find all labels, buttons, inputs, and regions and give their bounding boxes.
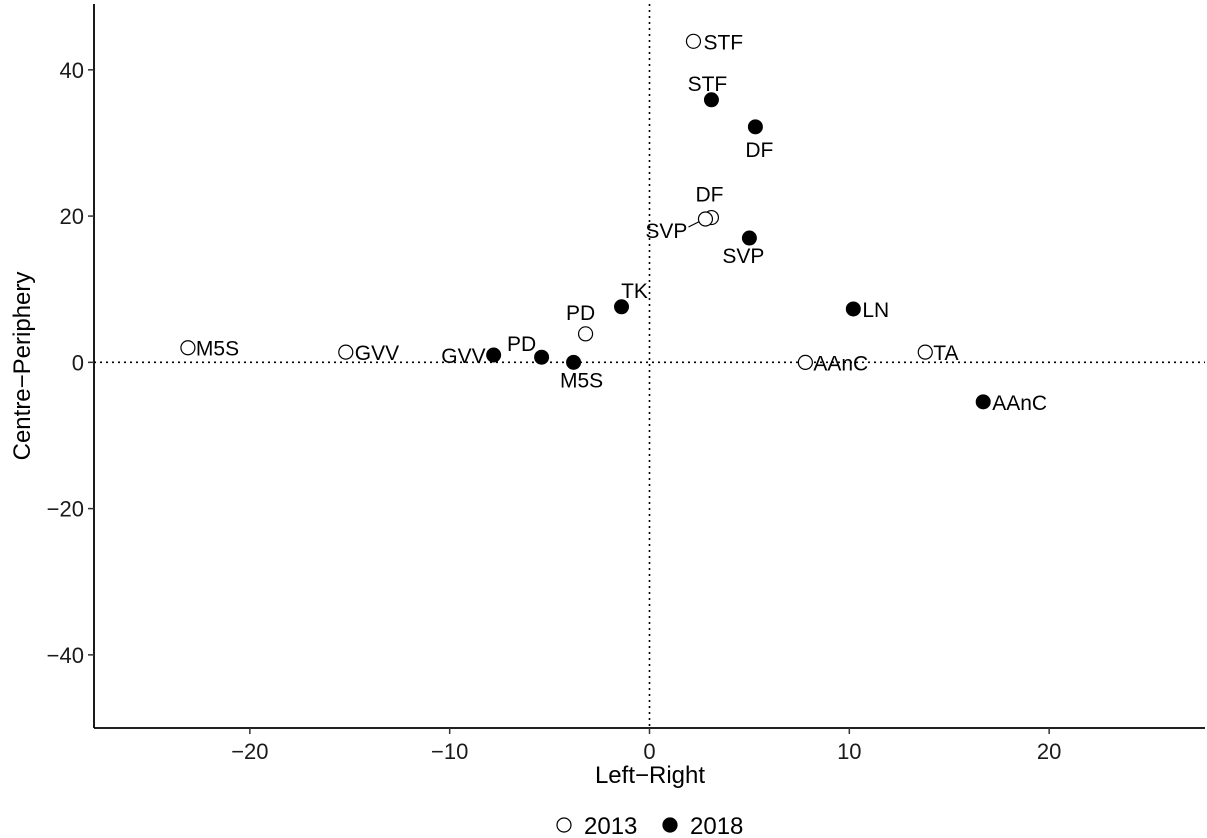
point-2018-svp [741, 230, 757, 246]
point-label-2013-pd: PD [566, 302, 595, 325]
point-2018-gvv [486, 347, 502, 363]
y-tick-label: 0 [72, 350, 84, 375]
point-2013-m5s [180, 340, 196, 356]
point-2013-pd [577, 326, 594, 342]
axes: −20 −10 0 10 20 −40 −20 0 20 40 [47, 4, 1205, 764]
legend-label-2018: 2018 [690, 813, 743, 838]
svp-label-connector [688, 220, 701, 228]
label-connectors [688, 220, 701, 228]
point-2013-aanc [797, 354, 813, 370]
point-2018-ln [845, 301, 861, 317]
y-tick-label: 20 [60, 204, 84, 229]
x-tick-label: 0 [643, 739, 655, 764]
point-2013-ta [917, 344, 933, 360]
point-label-2018-aanc: AAnC [992, 392, 1047, 415]
point-label-2018-df: DF [745, 139, 773, 162]
point-label-2018-ln: LN [862, 299, 889, 322]
y-tick-label: 40 [60, 58, 84, 83]
legend-label-2013: 2013 [584, 813, 637, 838]
point-2018-pd [534, 349, 550, 365]
point-labels: STF DF SVP PD M5S GVV AAnC TA STF DF SVP TK LN PD GVV M… [196, 31, 1047, 415]
x-tick-label: 20 [1037, 739, 1061, 764]
legend: 2013 2018 [556, 813, 743, 838]
point-label-2013-aanc: AAnC [813, 352, 868, 375]
point-2013-stf [685, 33, 702, 49]
point-2018-tk [614, 299, 630, 315]
point-label-2018-tk: TK [621, 280, 648, 303]
y-tick-label: −40 [47, 643, 84, 668]
y-axis-title: Centre−Periphery [9, 272, 36, 461]
reference-lines [94, 4, 1205, 728]
point-2018-m5s [566, 354, 582, 370]
point-label-2013-gvv: GVV [355, 342, 399, 365]
point-label-2013-df: DF [695, 184, 723, 207]
legend-marker-2018 [662, 817, 678, 833]
point-label-2018-pd: PD [507, 333, 536, 356]
point-label-2018-svp: SVP [722, 245, 764, 268]
point-label-2013-m5s: M5S [196, 338, 239, 361]
point-label-2018-gvv: GVV [441, 345, 485, 368]
x-axis-title: Left−Right [595, 762, 705, 789]
point-2018-aanc [975, 394, 991, 410]
data-points [180, 33, 991, 410]
x-tick-label: 10 [837, 739, 861, 764]
point-2018-stf [703, 92, 719, 108]
point-label-2013-svp: SVP [645, 220, 687, 243]
legend-marker-2013 [556, 817, 572, 833]
point-label-2018-stf: STF [688, 73, 728, 96]
x-tick-label: −10 [431, 739, 468, 764]
point-label-2013-stf: STF [703, 31, 743, 54]
point-2013-svp [697, 211, 714, 227]
point-2013-gvv [338, 344, 354, 360]
x-tick-label: −20 [231, 739, 268, 764]
y-tick-label: −20 [47, 497, 84, 522]
point-label-2018-m5s: M5S [560, 369, 603, 392]
point-2018-df [747, 119, 763, 135]
point-label-2013-ta: TA [933, 342, 958, 365]
